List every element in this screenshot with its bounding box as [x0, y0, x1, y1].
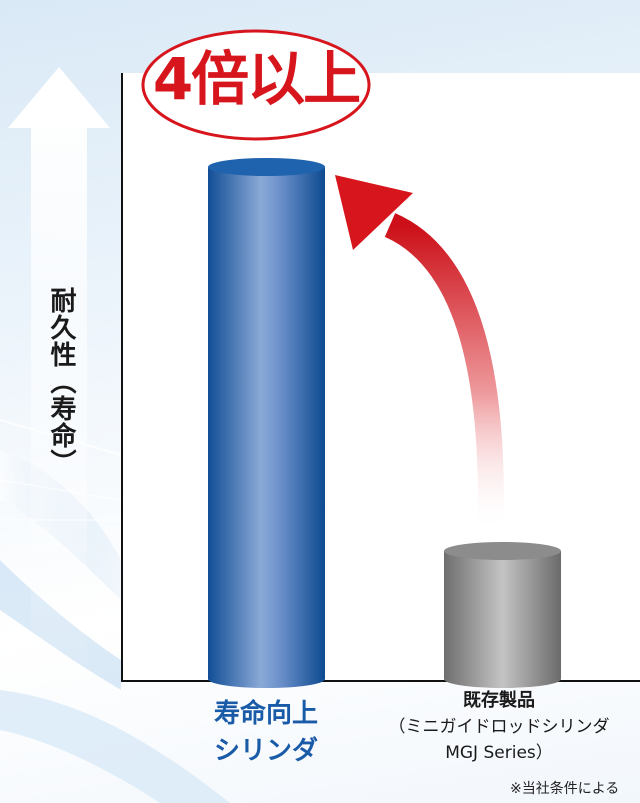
y-axis-label: 耐久性（寿命） — [46, 287, 76, 476]
bar-existing-product — [444, 542, 561, 688]
footnote: ※当社条件による — [510, 781, 620, 797]
increase-arrow-head — [335, 175, 413, 250]
annotation-text: 4倍以上 — [152, 45, 361, 113]
category-label-new: 寿命向上 シリンダ — [178, 696, 354, 770]
category-label-new-line1: 寿命向上 — [213, 699, 318, 729]
increase-arrow — [384, 213, 504, 532]
annotation-badge — [141, 29, 371, 141]
bar-new-cylinder — [208, 158, 326, 688]
category-label-new-line2: シリンダ — [213, 736, 318, 766]
category-label-existing: 既存製品 （ミニガイドロッドシリンダ MGJ Series） — [370, 688, 628, 766]
category-label-existing-line1: 既存製品 — [463, 690, 535, 711]
y-axis-arrow — [8, 67, 110, 688]
category-label-existing-line3: MGJ Series） — [445, 743, 553, 763]
category-label-existing-line2: （ミニガイドロッドシリンダ — [388, 717, 610, 737]
